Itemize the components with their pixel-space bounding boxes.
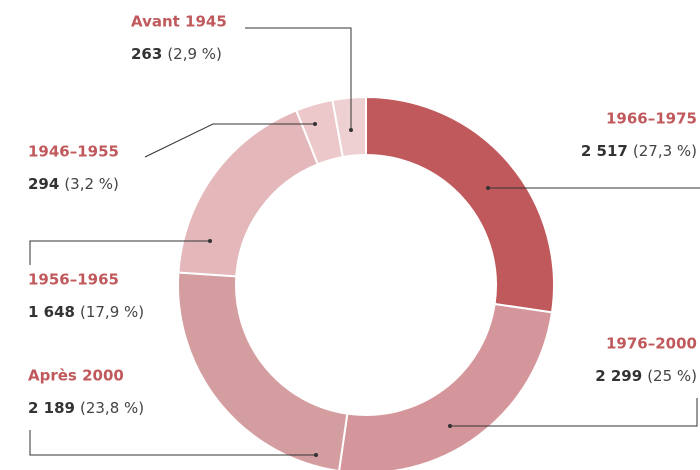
donut-slice xyxy=(365,95,555,314)
value-number: 294 xyxy=(28,175,59,193)
leader-line xyxy=(450,398,698,427)
leader-dot xyxy=(314,453,318,457)
value-percent: (17,9 %) xyxy=(80,303,144,321)
donut-slice xyxy=(177,109,320,278)
value-label: 1 648 (17,9 %) xyxy=(28,303,144,321)
category-label: 1956–1965 xyxy=(28,271,119,289)
leader-line xyxy=(245,27,352,130)
value-number: 2 517 xyxy=(581,142,628,160)
leader-dot xyxy=(486,186,490,190)
leader-dot xyxy=(349,128,353,132)
value-percent: (3,2 %) xyxy=(64,175,119,193)
value-number: 2 189 xyxy=(28,399,75,417)
leader-line xyxy=(29,240,210,265)
value-percent: (2,9 %) xyxy=(167,45,222,63)
leader-dot xyxy=(313,122,317,126)
value-percent: (27,3 %) xyxy=(633,142,697,160)
value-number: 263 xyxy=(131,45,162,63)
value-number: 1 648 xyxy=(28,303,75,321)
value-number: 2 299 xyxy=(595,367,642,385)
value-label: 294 (3,2 %) xyxy=(28,175,119,193)
value-percent: (23,8 %) xyxy=(80,399,144,417)
value-label: 2 299 (25 %) xyxy=(595,367,697,385)
category-label: Avant 1945 xyxy=(131,13,227,31)
category-label: 1946–1955 xyxy=(28,143,119,161)
leader-line xyxy=(29,430,316,456)
leader-dot xyxy=(448,424,452,428)
category-label: 1976–2000 xyxy=(606,335,697,353)
value-percent: (25 %) xyxy=(647,367,697,385)
donut-slice xyxy=(331,95,367,159)
leader-dot xyxy=(208,239,212,243)
value-label: 263 (2,9 %) xyxy=(131,45,222,63)
leader-line xyxy=(144,123,315,158)
value-label: 2 517 (27,3 %) xyxy=(581,142,697,160)
category-label: 1966–1975 xyxy=(606,110,697,128)
donut-slice xyxy=(177,271,349,470)
value-label: 2 189 (23,8 %) xyxy=(28,399,144,417)
donut-slice xyxy=(338,302,554,470)
category-label: Après 2000 xyxy=(28,367,124,385)
